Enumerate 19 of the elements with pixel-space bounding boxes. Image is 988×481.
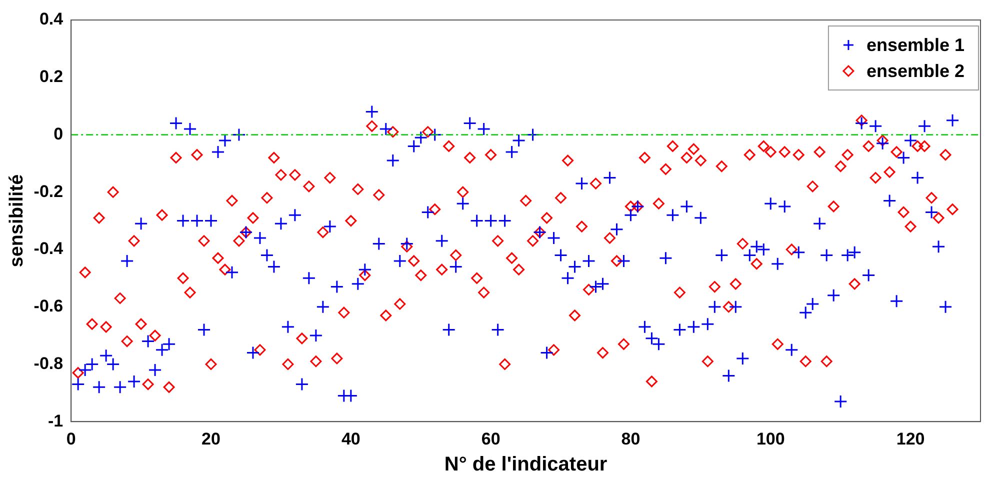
y-tick-label: -1	[48, 411, 64, 430]
y-tick-label: -0.4	[34, 239, 64, 258]
x-tick-label: 40	[341, 429, 360, 448]
legend-label: ensemble 2	[866, 60, 965, 81]
y-tick-label: -0.8	[34, 354, 64, 373]
x-tick-label: 120	[896, 429, 925, 448]
y-tick-label: 0.2	[39, 67, 64, 86]
x-tick-label: 0	[66, 429, 76, 448]
x-tick-label: 60	[481, 429, 500, 448]
y-axis-title: sensibilité	[6, 174, 28, 268]
x-tick-label: 80	[621, 429, 640, 448]
legend-label: ensemble 1	[866, 34, 965, 55]
x-axis-title: N° de l'indicateur	[444, 454, 608, 476]
y-tick-label: -0.6	[34, 296, 64, 316]
x-tick-label: 20	[202, 429, 220, 448]
y-tick-label: 0	[54, 124, 64, 144]
x-tick-label: 100	[756, 429, 785, 448]
y-tick-label: -0.2	[34, 182, 64, 201]
y-tick-label: 0.4	[39, 10, 64, 29]
